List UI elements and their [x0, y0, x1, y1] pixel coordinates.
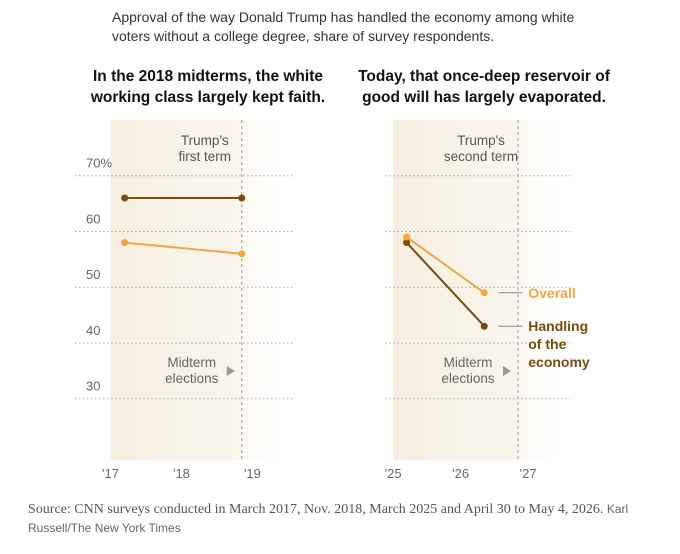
data-point: [121, 239, 129, 247]
x-tick-label: '18: [173, 466, 190, 481]
event-label: elections: [165, 371, 219, 386]
data-point: [480, 322, 488, 330]
y-tick-label: 60: [86, 211, 100, 226]
term-shade: [110, 120, 290, 460]
event-arrow: [503, 366, 512, 376]
event-label: elections: [441, 371, 495, 386]
x-tick-label: '27: [520, 466, 537, 481]
x-tick-label: '26: [452, 466, 469, 481]
period-label: second term: [444, 149, 518, 164]
y-tick-label: 40: [86, 323, 100, 338]
x-tick-label: '19: [244, 466, 261, 481]
data-point: [238, 194, 246, 202]
panel-title: Today, that once-deep reservoir of good …: [358, 68, 610, 106]
source: Source: CNN surveys conducted in March 2…: [28, 502, 604, 517]
period-label: Trump's: [457, 133, 505, 148]
data-point: [121, 194, 129, 202]
data-point: [403, 239, 411, 247]
panel-title: In the 2018 midterms, the white working …: [90, 68, 326, 106]
period-label: Trump's: [181, 133, 229, 148]
y-tick-label: 50: [86, 267, 100, 282]
event-label: Midterm: [167, 355, 216, 370]
data-point: [403, 233, 411, 241]
period-label: first term: [179, 149, 232, 164]
legend-label: Overall: [528, 284, 576, 301]
credit: Karl Russell/The New York Times: [28, 502, 629, 535]
data-line: [405, 241, 485, 327]
description: Approval of the way Donald Trump has han…: [112, 9, 575, 44]
data-line: [124, 241, 242, 255]
legend-label: Handling of the economy: [528, 318, 590, 371]
y-tick-label: 70%: [86, 156, 112, 171]
data-line: [406, 236, 485, 294]
source-note: Source: CNN surveys conducted in March 2…: [28, 500, 658, 538]
y-tick-label: 30: [86, 379, 100, 394]
event-arrow: [226, 366, 235, 376]
x-tick-label: '25: [385, 466, 402, 481]
data-point: [480, 289, 488, 297]
x-tick-label: '17: [102, 466, 119, 481]
event-label: Midterm: [444, 355, 493, 370]
data-point: [238, 250, 246, 258]
